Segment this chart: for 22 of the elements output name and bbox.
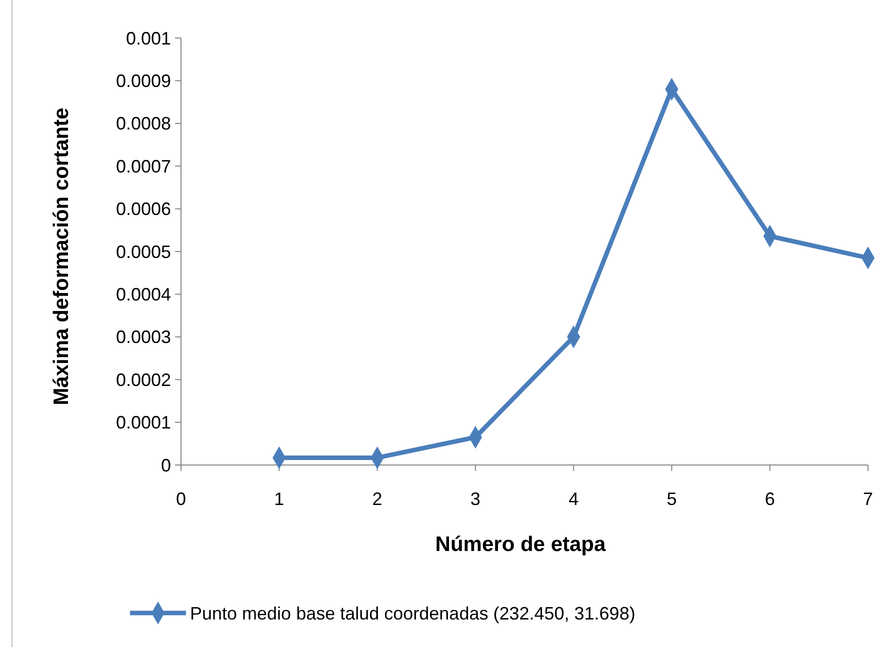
y-tick-label: 0.0008: [116, 114, 171, 134]
x-tick-label: 7: [862, 489, 874, 509]
y-tick-label: 0.0009: [116, 71, 171, 91]
x-tick-label: 2: [372, 489, 382, 509]
x-axis-title: Número de etapa: [435, 533, 606, 556]
x-tick-label: 6: [764, 489, 775, 509]
y-tick-label: 0.0005: [116, 242, 171, 262]
legend-label: Punto medio base talud coordenadas (232.450, 31.698): [190, 603, 636, 624]
x-tick-label: 1: [274, 489, 284, 509]
y-tick-label: 0.0007: [116, 156, 171, 176]
y-tick-label: 0.0004: [116, 284, 171, 304]
x-tick-label: 3: [470, 489, 480, 509]
y-tick-label: 0.001: [126, 28, 171, 48]
y-tick-label: 0.0006: [116, 199, 171, 220]
y-tick-label: 0.0003: [116, 327, 171, 348]
y-tick-label: 0.0002: [116, 370, 171, 390]
x-tick-label: 0: [176, 489, 186, 509]
y-axis-title: Máxima deformación cortante: [50, 108, 73, 406]
x-tick-label: 5: [666, 489, 677, 509]
y-tick-label: 0: [160, 455, 171, 476]
y-tick-label: 0.0001: [116, 412, 171, 433]
x-tick-label: 4: [568, 489, 579, 509]
